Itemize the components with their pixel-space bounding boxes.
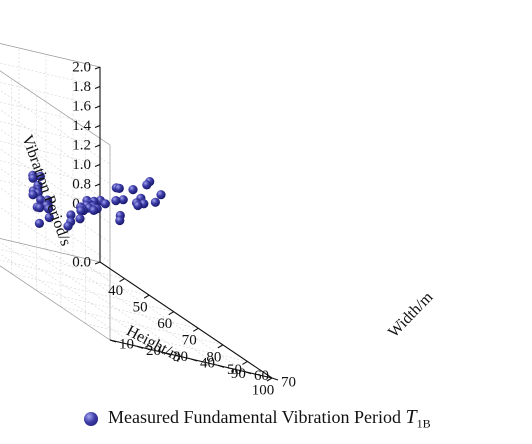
box-edge: [0, 43, 101, 68]
x-tick-label: 50: [133, 300, 148, 316]
data-point: [118, 195, 128, 205]
data-point: [142, 180, 152, 190]
y-tick-mark: [271, 377, 279, 381]
data-point: [100, 199, 110, 209]
data-point: [34, 218, 45, 228]
y-tick-label: 10: [119, 336, 134, 352]
data-point: [35, 203, 45, 213]
z-tick-mark: [94, 144, 101, 148]
y-tick-mark: [163, 352, 171, 356]
tick-labels: 405060708090100102030405060700.00.60.81.…: [72, 59, 296, 398]
data-point: [75, 214, 85, 224]
back-wall-grid-line: [0, 128, 111, 204]
data-point: [150, 197, 160, 207]
y-tick-label: 50: [227, 362, 242, 378]
x-tick-label: 70: [182, 333, 197, 349]
data-point: [76, 206, 86, 216]
z-tick-mark: [94, 66, 101, 70]
floor-grid-line: [72, 255, 246, 372]
legend-label: Measured Fundamental Vibration Period T1…: [108, 406, 431, 431]
z-tick-mark: [94, 261, 101, 265]
data-point: [128, 185, 138, 195]
z-tick-label: 1.0: [72, 157, 91, 173]
z-tick-label: 0.8: [72, 176, 91, 192]
z-tick-label: 2.0: [72, 59, 91, 75]
back-wall-grid-line: [0, 187, 111, 263]
z-tick-mark: [94, 105, 101, 109]
y-tick-label: 20: [146, 343, 161, 359]
x-tick-label: 90: [231, 366, 246, 382]
data-point: [28, 190, 38, 200]
z-tick-label: 1.2: [72, 137, 91, 153]
y-tick-mark: [109, 339, 117, 343]
box-edge: [0, 238, 101, 263]
data-point: [36, 195, 46, 205]
x-axis-line: [99, 261, 273, 379]
data-points: [28, 170, 166, 231]
box-edge: [0, 265, 111, 341]
x-tick-label: 80: [206, 349, 221, 365]
back-wall-grid-line: [0, 206, 111, 282]
z-tick-label: 1.8: [72, 79, 91, 95]
y-tick-mark: [217, 364, 225, 368]
x-tick-label: 60: [157, 316, 172, 332]
floor-grid-line: [0, 241, 165, 353]
y-tick-label: 30: [173, 349, 188, 365]
floor-grid-line: [0, 253, 138, 347]
data-point: [35, 171, 46, 181]
legend-marker-icon: [84, 412, 98, 426]
data-point: [28, 173, 38, 183]
x-tick-mark: [119, 278, 125, 283]
data-point: [115, 215, 125, 226]
back-wall-grid-line: [0, 89, 111, 165]
floor-grid-line: [18, 242, 192, 360]
x-tick-mark: [143, 294, 150, 299]
y-tick-label: 60: [254, 368, 269, 384]
data-point: [114, 183, 124, 193]
z-tick-mark: [94, 163, 101, 168]
back-wall-grid-line: [0, 109, 111, 185]
data-point: [66, 210, 76, 220]
y-tick-mark: [136, 345, 144, 349]
y-tick-mark: [190, 358, 198, 362]
data-point: [44, 212, 54, 223]
data-point: [63, 221, 73, 231]
scatter-3d-chart: 405060708090100102030405060700.00.60.81.…: [0, 43, 437, 398]
data-point: [111, 196, 121, 206]
z-axis-title: Vibration Period/s: [18, 133, 74, 249]
box-edges: [0, 43, 111, 341]
x-tick-mark: [242, 360, 248, 365]
data-point: [89, 205, 99, 215]
z-tick-label: 1.6: [72, 98, 91, 114]
floor-grid-line: [45, 249, 219, 366]
z-tick-mark: [94, 124, 101, 129]
box-edge: [0, 70, 111, 146]
legend: Measured Fundamental Vibration Period T1…: [84, 404, 431, 434]
z-tick-mark: [94, 85, 101, 90]
y-axis-title: Width/m: [385, 288, 437, 341]
x-tick-mark: [217, 344, 224, 349]
x-tick-label: 40: [108, 283, 123, 299]
x-tick-mark: [193, 327, 199, 332]
x-tick-label: 100: [252, 382, 275, 398]
y-tick-label: 40: [200, 355, 215, 371]
axis-lines: [94, 66, 279, 382]
data-point: [156, 190, 166, 200]
x-tick-mark: [168, 311, 174, 316]
data-point: [133, 200, 143, 211]
y-tick-mark: [244, 371, 252, 375]
x-tick-mark: [266, 377, 273, 382]
z-tick-label: 1.4: [72, 118, 91, 134]
data-point: [43, 204, 54, 214]
y-tick-label: 70: [281, 374, 296, 390]
z-tick-label: 0.0: [72, 254, 91, 270]
z-tick-mark: [94, 183, 101, 187]
